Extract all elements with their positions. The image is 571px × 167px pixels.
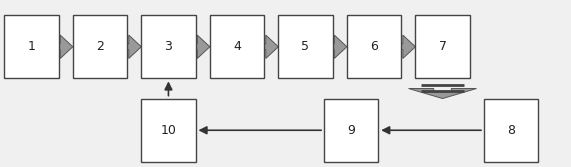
Bar <box>279 15 332 78</box>
Bar <box>210 15 264 78</box>
Bar <box>142 15 195 78</box>
Polygon shape <box>59 35 73 58</box>
Bar <box>5 15 58 78</box>
Bar <box>324 99 379 162</box>
Text: 1: 1 <box>27 40 35 53</box>
Polygon shape <box>401 35 416 58</box>
Polygon shape <box>127 35 142 58</box>
Text: 9: 9 <box>347 124 355 137</box>
Polygon shape <box>332 35 347 58</box>
Text: 6: 6 <box>370 40 378 53</box>
Polygon shape <box>195 35 210 58</box>
Text: 3: 3 <box>164 40 172 53</box>
Text: 7: 7 <box>439 40 447 53</box>
Bar <box>484 99 538 162</box>
Polygon shape <box>409 89 476 99</box>
Bar <box>73 15 127 78</box>
Polygon shape <box>264 35 279 58</box>
Bar <box>142 99 195 162</box>
Bar <box>347 15 401 78</box>
Text: 5: 5 <box>301 40 309 53</box>
Text: 8: 8 <box>507 124 515 137</box>
Bar <box>416 15 470 78</box>
Text: 10: 10 <box>160 124 176 137</box>
Text: 2: 2 <box>96 40 104 53</box>
Text: 4: 4 <box>233 40 241 53</box>
